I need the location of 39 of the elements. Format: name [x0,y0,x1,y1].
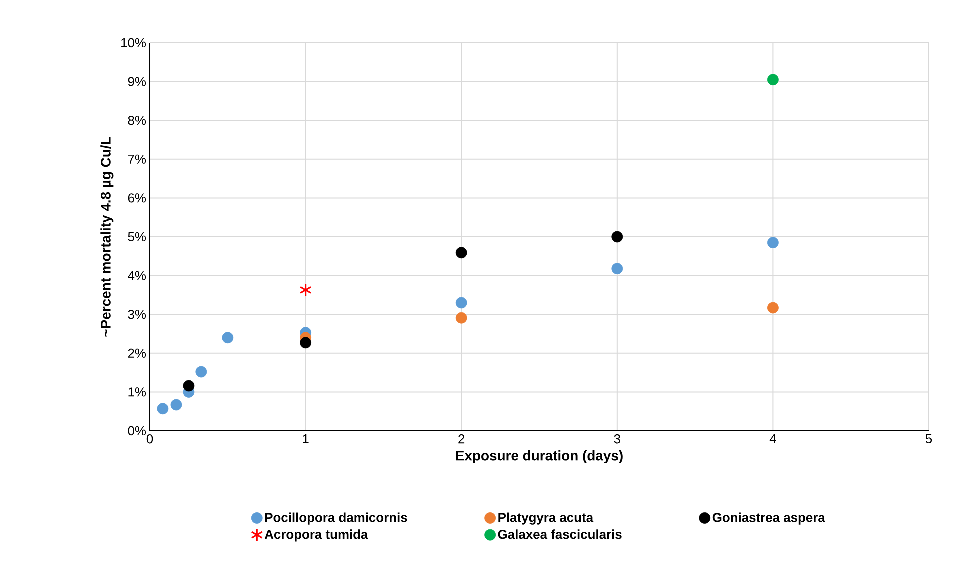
point [768,237,779,249]
legend-label: Pocillopora damicornis [265,512,408,525]
point [300,283,312,297]
point [196,366,208,378]
x-tick-label: 4 [770,434,776,444]
y-axis-title: ~Percent mortality 4.8 µg Cu/L [100,137,114,337]
legend-label: Galaxea fascicularis [498,530,622,540]
y-tick-label: 10% [122,38,146,48]
point [768,302,779,314]
x-tick-label: 2 [458,434,465,444]
legend-label: Platygyra acuta [498,512,594,525]
legend-label: Acropora tumida [264,530,368,542]
point [612,263,624,275]
legend-label: Goniastrea aspera [712,512,826,525]
point [768,74,779,86]
point [456,297,468,309]
x-tick-label: 5 [926,434,932,444]
point [300,337,312,349]
point [157,403,169,415]
point [222,332,234,344]
x-tick-label: 0 [146,434,154,444]
y-tick-label: 3% [128,310,146,320]
x-axis-title: Exposure duration (days) [456,450,623,464]
y-tick-label: 4% [128,271,146,280]
y-tick-label: 5% [128,232,146,242]
x-tick-label: 1 [303,434,309,444]
point [170,399,182,411]
y-tick-label: 7% [128,154,146,164]
point [456,312,468,324]
point [456,247,468,259]
point [183,380,195,392]
y-tick-label: 9% [128,77,146,86]
point [612,231,624,243]
x-tick-label: 3 [614,434,620,444]
y-tick-label: 8% [128,116,146,126]
y-tick-label: 6% [128,194,146,203]
y-tick-label: 2% [128,348,146,358]
y-tick-label: 0% [128,426,146,436]
y-tick-label: 1% [128,388,146,397]
